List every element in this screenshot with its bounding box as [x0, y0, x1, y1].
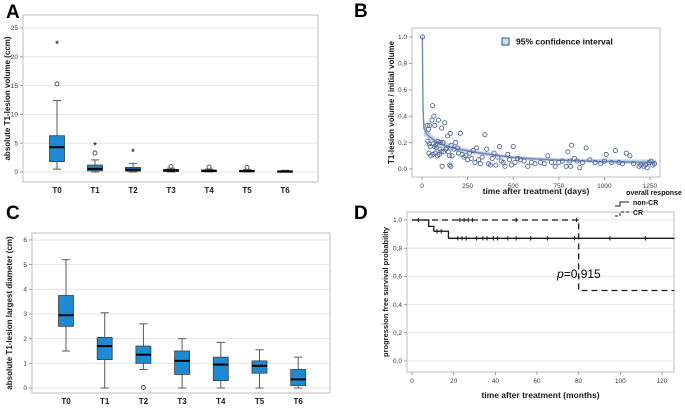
svg-text:120: 120	[657, 378, 668, 385]
svg-text:2: 2	[23, 336, 27, 343]
svg-text:1250: 1250	[643, 183, 658, 190]
svg-text:1.0: 1.0	[398, 34, 407, 41]
svg-text:25: 25	[11, 25, 19, 32]
svg-text:0: 0	[410, 378, 414, 385]
svg-text:80: 80	[575, 378, 583, 385]
svg-text:T6: T6	[294, 397, 304, 406]
svg-text:0: 0	[420, 183, 424, 190]
svg-text:750: 750	[553, 183, 564, 190]
svg-text:absolute T1-lesion largest dia: absolute T1-lesion largest diameter (cm)	[5, 236, 14, 390]
panel-d-km-survival: 0,0 0,2 0,4 0,6 0,8 1,0 0 20 40 60 80 100 120 p=0.915…	[342, 200, 685, 416]
svg-text:0: 0	[14, 169, 18, 176]
svg-text:T0: T0	[52, 186, 62, 195]
svg-text:15: 15	[11, 83, 19, 90]
panel-b-label: B	[354, 1, 368, 22]
km-legend-item-noncr: non-CR	[608, 199, 685, 208]
svg-text:*: *	[93, 141, 97, 151]
solid-step-line-icon	[615, 201, 629, 207]
svg-text:T5: T5	[255, 397, 265, 406]
svg-text:20: 20	[11, 54, 19, 61]
svg-text:T6: T6	[280, 186, 290, 195]
km-legend-title: overall response	[626, 190, 682, 197]
svg-text:0,0: 0,0	[393, 358, 402, 365]
svg-text:*: *	[131, 147, 135, 157]
svg-text:3: 3	[23, 311, 27, 318]
svg-text:p=0.915: p=0.915	[556, 267, 601, 281]
panel-a-volume-boxplot: 0 5 10 15 20 25 * T0 * T1 * T2 T3 T4 T5 T6 absolute T1-l…	[0, 0, 342, 200]
svg-text:6: 6	[23, 237, 27, 244]
svg-text:5: 5	[23, 262, 27, 269]
svg-text:10: 10	[11, 112, 19, 119]
svg-text:T2: T2	[128, 186, 138, 195]
svg-text:1000: 1000	[597, 183, 612, 190]
svg-text:*: *	[55, 39, 59, 49]
panel-a-label: A	[6, 2, 20, 23]
svg-text:60: 60	[533, 378, 541, 385]
km-legend: overall response non-CR CR	[608, 190, 685, 218]
svg-text:500: 500	[508, 183, 519, 190]
svg-text:5: 5	[14, 140, 18, 147]
svg-text:1,0: 1,0	[393, 217, 402, 224]
svg-text:T3: T3	[177, 397, 187, 406]
dashed-step-line-icon	[615, 211, 629, 217]
svg-text:T4: T4	[204, 186, 214, 195]
svg-text:0,4: 0,4	[393, 302, 402, 309]
panel-c-diameter-boxplot: 0 1 2 3 4 5 6 T0 T1 T2 T3 T4 T5 T6 absolute T1-lesion …	[0, 200, 342, 416]
svg-text:20: 20	[450, 378, 458, 385]
km-legend-label-cr: CR	[633, 210, 644, 218]
panel-b-volume-ratio-scatter: 0.0 0.2 0.4 0.6 0.8 1.0 0 250 500 750 1000 1250 95% …	[342, 0, 685, 200]
svg-text:40: 40	[492, 378, 500, 385]
svg-text:absolute T1-lesion volume (ccm: absolute T1-lesion volume (ccm)	[3, 36, 12, 160]
svg-text:0,8: 0,8	[393, 245, 402, 252]
svg-text:T0: T0	[61, 397, 71, 406]
svg-text:95% confidence interval: 95% confidence interval	[516, 37, 613, 47]
svg-text:T5: T5	[242, 186, 252, 195]
km-legend-item-cr: CR	[608, 209, 685, 218]
svg-text:T4: T4	[216, 397, 226, 406]
svg-text:0,6: 0,6	[393, 274, 402, 281]
svg-text:4: 4	[23, 287, 27, 294]
svg-text:T1-lesion volume / initial vol: T1-lesion volume / initial volume	[387, 40, 396, 164]
svg-text:T1: T1	[90, 186, 100, 195]
svg-text:0,2: 0,2	[393, 330, 402, 337]
svg-text:250: 250	[462, 183, 473, 190]
panel-d-label: D	[354, 203, 368, 224]
svg-text:100: 100	[615, 378, 626, 385]
svg-text:1: 1	[23, 361, 27, 368]
panel-c-label: C	[6, 203, 20, 224]
svg-text:time after treatment (months): time after treatment (months)	[481, 390, 599, 400]
svg-text:0: 0	[23, 385, 27, 392]
svg-text:0.2: 0.2	[398, 140, 407, 147]
km-survival-chart: 0,0 0,2 0,4 0,6 0,8 1,0 0 20 40 60 80 100 120 p=0.915…	[381, 211, 675, 400]
svg-text:T3: T3	[166, 186, 176, 195]
volume-boxplot-chart: 0 5 10 15 20 25 * T0 * T1 * T2 T3 T4 T5 T6 absolute T1-l…	[3, 14, 319, 195]
svg-text:0.8: 0.8	[398, 61, 407, 68]
svg-text:T2: T2	[139, 397, 149, 406]
diameter-boxplot-chart: 0 1 2 3 4 5 6 T0 T1 T2 T3 T4 T5 T6 absolute T1-lesion …	[5, 232, 331, 406]
svg-text:0.4: 0.4	[398, 113, 407, 120]
km-legend-label-noncr: non-CR	[633, 200, 659, 208]
svg-text:0.6: 0.6	[398, 87, 407, 94]
svg-text:T1: T1	[100, 397, 110, 406]
svg-text:progression free survival prob: progression free survival probability	[381, 226, 390, 357]
svg-text:0.0: 0.0	[398, 166, 407, 173]
svg-text:time after treatment (days): time after treatment (days)	[483, 186, 590, 196]
volume-ratio-scatter-chart: 0.0 0.2 0.4 0.6 0.8 1.0 0 250 500 750 1000 1250 95% …	[387, 27, 661, 196]
